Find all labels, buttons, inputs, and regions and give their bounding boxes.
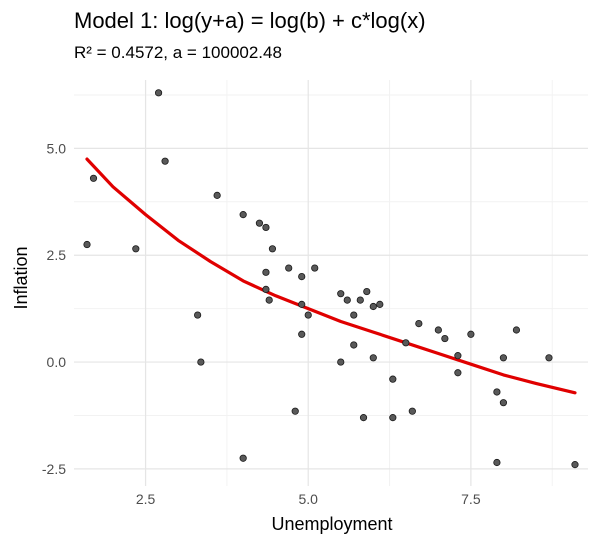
grid-major — [74, 80, 588, 486]
grid-minor — [74, 80, 588, 486]
data-point — [298, 300, 306, 308]
data-point — [369, 354, 377, 362]
data-point — [285, 264, 293, 272]
data-point — [545, 354, 553, 362]
data-point — [83, 240, 91, 249]
data-point — [512, 326, 521, 334]
data-point — [389, 375, 397, 383]
data-point — [408, 407, 416, 415]
x-tick-label: 5.0 — [298, 491, 318, 507]
y-tick-label: 5.0 — [47, 140, 67, 156]
fit-line-group — [85, 157, 577, 395]
data-point — [350, 341, 358, 349]
data-point — [304, 311, 312, 319]
data-point — [197, 358, 205, 366]
data-point — [239, 454, 247, 462]
data-point — [298, 272, 306, 281]
data-point — [350, 311, 358, 319]
data-point — [402, 339, 410, 347]
points-group — [83, 89, 579, 469]
data-point — [415, 319, 423, 328]
chart-title: Model 1: log(y+a) = log(b) + c*log(x) — [74, 8, 426, 33]
y-tick-label: -2.5 — [42, 461, 66, 477]
data-point — [161, 157, 169, 165]
x-tick-label: 2.5 — [136, 491, 156, 507]
data-point — [262, 223, 270, 232]
data-point — [454, 369, 462, 377]
data-point — [268, 245, 277, 253]
data-point — [363, 287, 371, 296]
data-point — [132, 245, 140, 253]
data-point — [343, 296, 351, 304]
data-point — [356, 296, 364, 304]
fit-line — [85, 157, 577, 395]
data-point — [493, 458, 501, 467]
data-point — [298, 330, 306, 338]
data-point — [262, 268, 270, 276]
data-point — [499, 399, 508, 407]
y-tick-label: 0.0 — [47, 354, 67, 370]
x-tick-label: 7.5 — [461, 491, 481, 507]
data-point — [262, 285, 270, 294]
data-point — [359, 414, 368, 422]
data-point — [194, 311, 202, 319]
x-axis-label: Unemployment — [271, 514, 392, 534]
data-point — [493, 388, 501, 396]
data-point — [255, 219, 264, 227]
data-point — [311, 264, 319, 272]
data-point — [291, 407, 299, 415]
chart-subtitle: R² = 0.4572, a = 100002.48 — [74, 43, 282, 62]
y-tick-label: 2.5 — [47, 247, 67, 263]
y-tick-labels: -2.5 0.0 2.5 5.0 — [42, 140, 66, 477]
data-point — [337, 290, 345, 298]
data-point — [89, 174, 98, 182]
data-point — [369, 302, 377, 311]
data-point — [213, 191, 221, 199]
data-point — [376, 300, 384, 308]
data-point — [571, 461, 579, 469]
data-point — [389, 414, 397, 422]
data-point — [454, 352, 462, 360]
data-point — [441, 334, 449, 343]
data-point — [499, 354, 508, 362]
y-axis-label: Inflation — [11, 246, 31, 309]
data-point — [337, 358, 345, 366]
data-point — [154, 89, 163, 97]
data-point — [467, 330, 475, 338]
x-tick-labels: 2.5 5.0 7.5 — [136, 491, 481, 507]
data-point — [265, 296, 273, 304]
data-point — [434, 326, 442, 334]
data-point — [239, 211, 247, 219]
